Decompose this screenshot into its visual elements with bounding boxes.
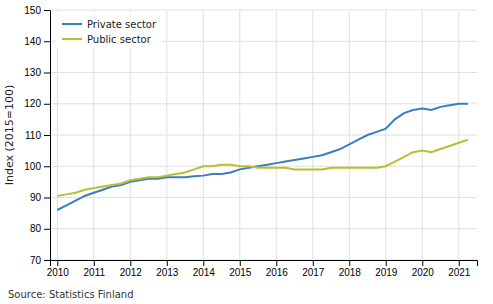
tick-mark	[57, 260, 58, 266]
legend-label: Private sector	[87, 19, 157, 30]
legend-swatch	[62, 23, 82, 25]
grid-line	[50, 103, 477, 104]
tick-label: 2021	[448, 267, 471, 278]
legend-entry: Private sector	[62, 19, 157, 30]
tick: 80	[30, 223, 50, 234]
tick: 70	[30, 255, 50, 266]
tick: 110	[25, 130, 50, 141]
tick-mark	[167, 260, 168, 266]
tick-mark	[44, 104, 50, 105]
tick: 100	[24, 161, 50, 172]
grid	[50, 10, 477, 260]
grid-line	[50, 228, 477, 229]
tick-mark	[349, 260, 350, 266]
tick-label: 2016	[266, 267, 289, 278]
tick: 2015	[229, 260, 252, 278]
tick-mark	[203, 260, 204, 266]
legend-swatch	[62, 38, 82, 40]
tick: 120	[24, 98, 50, 109]
chart: 2010 2011 2012 2013 2014 2015 2016 2017 2018 2019…	[0, 0, 493, 304]
tick-mark	[44, 166, 50, 167]
tick-mark	[313, 260, 314, 266]
legend-background	[56, 12, 162, 48]
tick: 2019	[375, 260, 398, 278]
tick-label: 110	[25, 130, 41, 141]
grid-line	[50, 197, 477, 198]
legend: Private sector Public sector	[56, 12, 162, 48]
tick: 140	[24, 36, 50, 47]
axis-line	[51, 261, 478, 267]
tick-label: 2014	[193, 267, 216, 278]
tick: 90	[30, 192, 50, 203]
tick-label: 2011	[84, 267, 106, 278]
tick: 2016	[266, 260, 289, 278]
tick-label: 130	[24, 67, 41, 78]
y-axis: 70 80 90 100 110 120 130 140 150	[24, 5, 50, 266]
tick-mark	[44, 41, 50, 42]
tick-label: 70	[30, 255, 42, 266]
tick-label: 2013	[156, 267, 179, 278]
tick-label: 140	[24, 36, 41, 47]
x-axis: 2010 2011 2012 2013 2014 2015 2016 2017 2018 2019…	[47, 260, 478, 278]
plot-area	[57, 104, 468, 210]
tick-mark	[130, 260, 131, 266]
source-note: Source: Statistics Finland	[8, 289, 134, 300]
tick-label: 120	[24, 98, 41, 109]
tick: 2021	[448, 260, 471, 278]
tick: 2011	[84, 260, 106, 278]
tick-label: 90	[30, 192, 42, 203]
legend-entry: Public sector	[62, 34, 152, 45]
axis-line	[44, 11, 51, 261]
tick: 2017	[302, 260, 325, 278]
tick-label: 2017	[302, 267, 325, 278]
tick-mark	[44, 10, 50, 11]
tick-mark	[44, 135, 50, 136]
tick-label: 80	[30, 223, 42, 234]
tick: 130	[24, 67, 50, 78]
tick-label: 2012	[120, 267, 143, 278]
tick-mark	[386, 260, 387, 266]
tick-label: 2015	[229, 267, 252, 278]
tick-label: 2019	[375, 267, 398, 278]
tick: 2013	[156, 260, 179, 278]
tick-mark	[240, 260, 241, 266]
tick-mark	[276, 260, 277, 266]
tick: 2020	[412, 260, 435, 278]
tick-mark	[422, 260, 423, 266]
tick: 150	[24, 5, 50, 16]
tick: 2018	[339, 260, 362, 278]
tick-mark	[44, 229, 50, 230]
series-line	[57, 140, 468, 196]
tick-label: 2010	[47, 267, 70, 278]
legend-label: Public sector	[87, 34, 152, 45]
y-axis-title: Index (2015=100)	[3, 85, 16, 186]
series-line	[57, 104, 468, 210]
grid-line	[50, 10, 477, 11]
grid-line	[50, 135, 477, 136]
tick-label: 100	[24, 161, 41, 172]
tick: 2012	[120, 260, 143, 278]
tick-label: 150	[24, 5, 41, 16]
tick-label: 2018	[339, 267, 362, 278]
tick-mark	[44, 260, 50, 261]
tick: 2014	[193, 260, 216, 278]
tick-mark	[44, 198, 50, 199]
tick-mark	[94, 260, 95, 266]
tick: 2010	[47, 260, 70, 278]
tick-label: 2020	[412, 267, 435, 278]
tick-mark	[44, 73, 50, 74]
tick-mark	[459, 260, 460, 266]
grid-line	[50, 72, 477, 73]
